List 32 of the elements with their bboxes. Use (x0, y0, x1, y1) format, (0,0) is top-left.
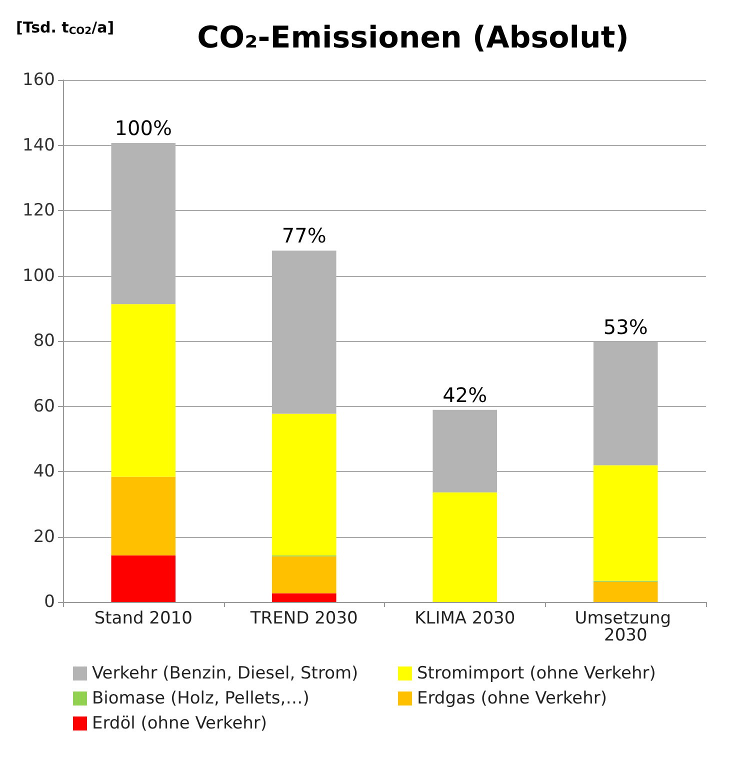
bar (272, 414, 336, 556)
bar (111, 555, 176, 602)
annotation: 53% (603, 314, 648, 339)
legend-label: Biomase (Holz, Pellets,…) (92, 688, 310, 708)
bar (432, 492, 498, 602)
y-tick-label: 120 (22, 200, 55, 220)
y-tick-label: 80 (33, 331, 55, 351)
y-tick-label: 160 (22, 70, 55, 90)
bar (593, 465, 658, 581)
bar (111, 476, 176, 556)
annotation: 42% (442, 382, 488, 407)
x-tick-label: KLIMA 2030 (414, 608, 516, 628)
bar (272, 556, 336, 594)
legend-label: Erdöl (ohne Verkehr) (92, 714, 268, 734)
legend-label: Verkehr (Benzin, Diesel, Strom) (92, 664, 358, 684)
legend-label: Stromimport (ohne Verkehr) (417, 664, 656, 684)
x-tick-label: Umsetzung 2030 (574, 608, 676, 646)
y-tick-label: 140 (22, 135, 55, 156)
y-tick-label: 20 (33, 526, 55, 547)
x-tick-label: Stand 2010 (94, 608, 192, 628)
y-tick-label: 40 (33, 462, 55, 482)
y-tick-label: 60 (33, 396, 55, 416)
annotation: 77% (282, 224, 326, 248)
chart-title: CO₂-Emissionen (Absolut) (197, 20, 629, 56)
bar (111, 304, 176, 477)
bar (593, 582, 658, 602)
annotation: 100% (114, 116, 172, 140)
legend-label: Erdgas (ohne Verkehr) (417, 688, 607, 708)
y-tick-label: 100 (22, 266, 55, 286)
x-tick-label: TREND 2030 (249, 608, 358, 628)
bar (272, 593, 336, 602)
y-tick-label: 0 (44, 592, 55, 612)
